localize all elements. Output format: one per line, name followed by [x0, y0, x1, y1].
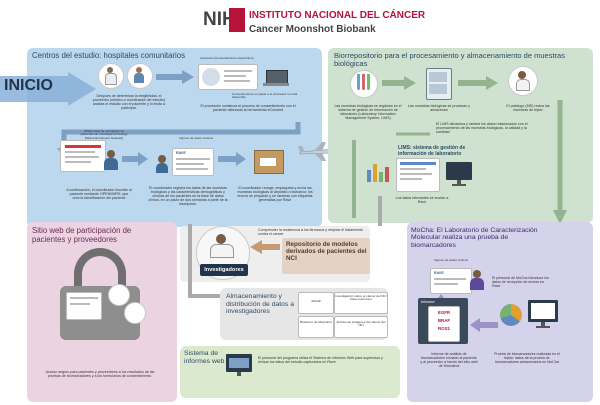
- shipping-box-icon: [254, 150, 284, 174]
- storage-item-dbgap: dbGaP: [298, 292, 334, 314]
- repo-arrow-1: [382, 76, 416, 90]
- gene-braf: BRAF: [437, 318, 451, 323]
- repository-step3-text: El patólogo (MD) revisa las muestras de …: [506, 104, 550, 113]
- ingreso-label: Ingreso de datos clínicos: [178, 136, 214, 140]
- nih-logo-red-block: [229, 8, 245, 32]
- portal-tablet: [66, 292, 102, 320]
- investigators-note: Comprender la resistencia a los fármacos…: [258, 228, 364, 237]
- investigators-label: Investigadores: [204, 267, 244, 273]
- freezer-icon: [426, 68, 452, 100]
- rave-badge: RAVE: [176, 151, 186, 155]
- mocha-staff-text: El personal de MoCha introduce los datos…: [492, 276, 549, 289]
- portal-title: Sitio web de participación de pacientes …: [32, 226, 132, 244]
- clinics-step4-text: El coordinador registra los datos de las…: [148, 186, 228, 207]
- repo-models-label: Repositorio de modelos derivados de paci…: [286, 241, 367, 263]
- report-paper: EGFR BRAF ROS1: [428, 306, 460, 342]
- repository-step1-text: Las muestras biológicas se registran en …: [334, 104, 402, 121]
- repository-step2-text: Las muestras biológicas se procesan y al…: [408, 104, 470, 113]
- reports-text: El personal del programa utiliza el Sist…: [258, 356, 383, 365]
- open-label: OPEN: Red de inscripción de pacientes de…: [80, 129, 128, 140]
- header-title-en: Cancer Moonshot Biobank: [249, 24, 376, 35]
- clinics-step3-text: A continuación, el coordinador inscribe …: [66, 188, 132, 201]
- portal-provider-icon: [108, 284, 130, 306]
- mocha-staff-icon: [470, 270, 484, 290]
- lims-bars-icon: [366, 160, 390, 182]
- repo-arrow-2: [458, 76, 498, 90]
- reports-monitor-icon: [226, 354, 252, 378]
- start-arrow: [0, 72, 96, 106]
- inicio-label: INICIO: [4, 77, 53, 94]
- clinics-arrow-3: [122, 152, 148, 166]
- econsent-label: eConsent (Consentimiento electrónico): [200, 56, 254, 60]
- nih-logo-letters: NIH: [203, 9, 236, 30]
- portal-connector: [174, 306, 420, 320]
- open-screen: [60, 140, 106, 172]
- lims-monitor-icon: [446, 162, 472, 186]
- clinics-step1-text: Después de determinar la elegibilidad, e…: [92, 94, 166, 111]
- gray-connectors: [188, 196, 382, 298]
- reports-panel: [180, 346, 400, 398]
- header-title-es: INSTITUTO NACIONAL DEL CÁNCER: [249, 10, 426, 21]
- lims-title: LIMS: sistema de gestión de información …: [398, 145, 466, 157]
- mocha-rave-badge: RAVE: [434, 271, 444, 275]
- nih-logo: NIH: [203, 5, 245, 35]
- econsent-screen: [198, 64, 258, 90]
- lims-screen: [396, 158, 440, 192]
- portal-patient-icon: [124, 302, 146, 324]
- mocha-ingreso-label: Ingreso de datos clínicos: [433, 258, 469, 262]
- storage-item-biobank: Biobanco de Moonshot: [298, 316, 334, 338]
- portal-text: Acceso seguro para pacientes y proveedor…: [45, 370, 155, 379]
- clinics-title: Centros del estudio: hospitales comunita…: [32, 51, 185, 60]
- coordinator-icon-2: [156, 155, 168, 173]
- pathologist-figure: [516, 71, 530, 91]
- clinics-step2-text: El proveedor comienza el proceso de cons…: [200, 104, 296, 113]
- reports-title: Sistema de informes web: [184, 350, 225, 365]
- repo-arrow-down: [553, 100, 567, 224]
- lims-data-text: Los datos relevantes se envían a Rave: [395, 196, 449, 205]
- test-tubes: [356, 74, 370, 92]
- pie-chart-icon: [500, 304, 522, 326]
- repository-title: Biorrepositorio para el procesamiento y …: [334, 51, 565, 69]
- repo-models-box: [282, 238, 370, 274]
- gene-ros1: ROS1: [438, 326, 450, 331]
- clinics-arrow-1: [156, 70, 194, 84]
- lims-arrow-left: [352, 132, 430, 218]
- laptop-icon: [263, 70, 289, 86]
- storage-title: Almacenamiento y distribución de datos a…: [226, 293, 295, 316]
- investigator-figure: [210, 234, 234, 258]
- patient-figure: [134, 67, 144, 83]
- consent-option-text: Consentimiento en papel o el eConsent no…: [232, 92, 298, 100]
- storage-item-commons: Investigación sobre el cáncer del NCI Da…: [334, 292, 388, 314]
- clinics-arrow-4: [218, 152, 246, 166]
- storage-item-imaging: Archivo de imágenes del cáncer del NCI: [334, 316, 388, 338]
- clinics-step5-text: El coordinador recoge, empaqueta y envía…: [237, 186, 313, 203]
- mocha-title: MoCha: El Laboratorio de Caracterización…: [411, 227, 538, 249]
- investigators-label-bar: [200, 264, 248, 276]
- report-title: Informe: [421, 299, 435, 304]
- lims-store-text: El LIMS almacena y rastrea los datos rel…: [436, 122, 528, 135]
- gene-egfr: EGFR: [437, 310, 451, 315]
- mocha-monitor-icon: [528, 300, 558, 330]
- mocha-arrow-left: [470, 318, 498, 332]
- provider-figure: [105, 67, 117, 85]
- rave-screen: RAVE: [172, 148, 214, 176]
- mocha-rave-screen: RAVE: [430, 268, 472, 294]
- investigators-arrow: [250, 240, 280, 254]
- mocha-report-text: Informe de análisis de biomarcadores env…: [420, 352, 478, 369]
- mocha-tests-text: Prueba de biomarcadores realizada en el …: [494, 352, 560, 365]
- coordinator-icon: [104, 150, 118, 170]
